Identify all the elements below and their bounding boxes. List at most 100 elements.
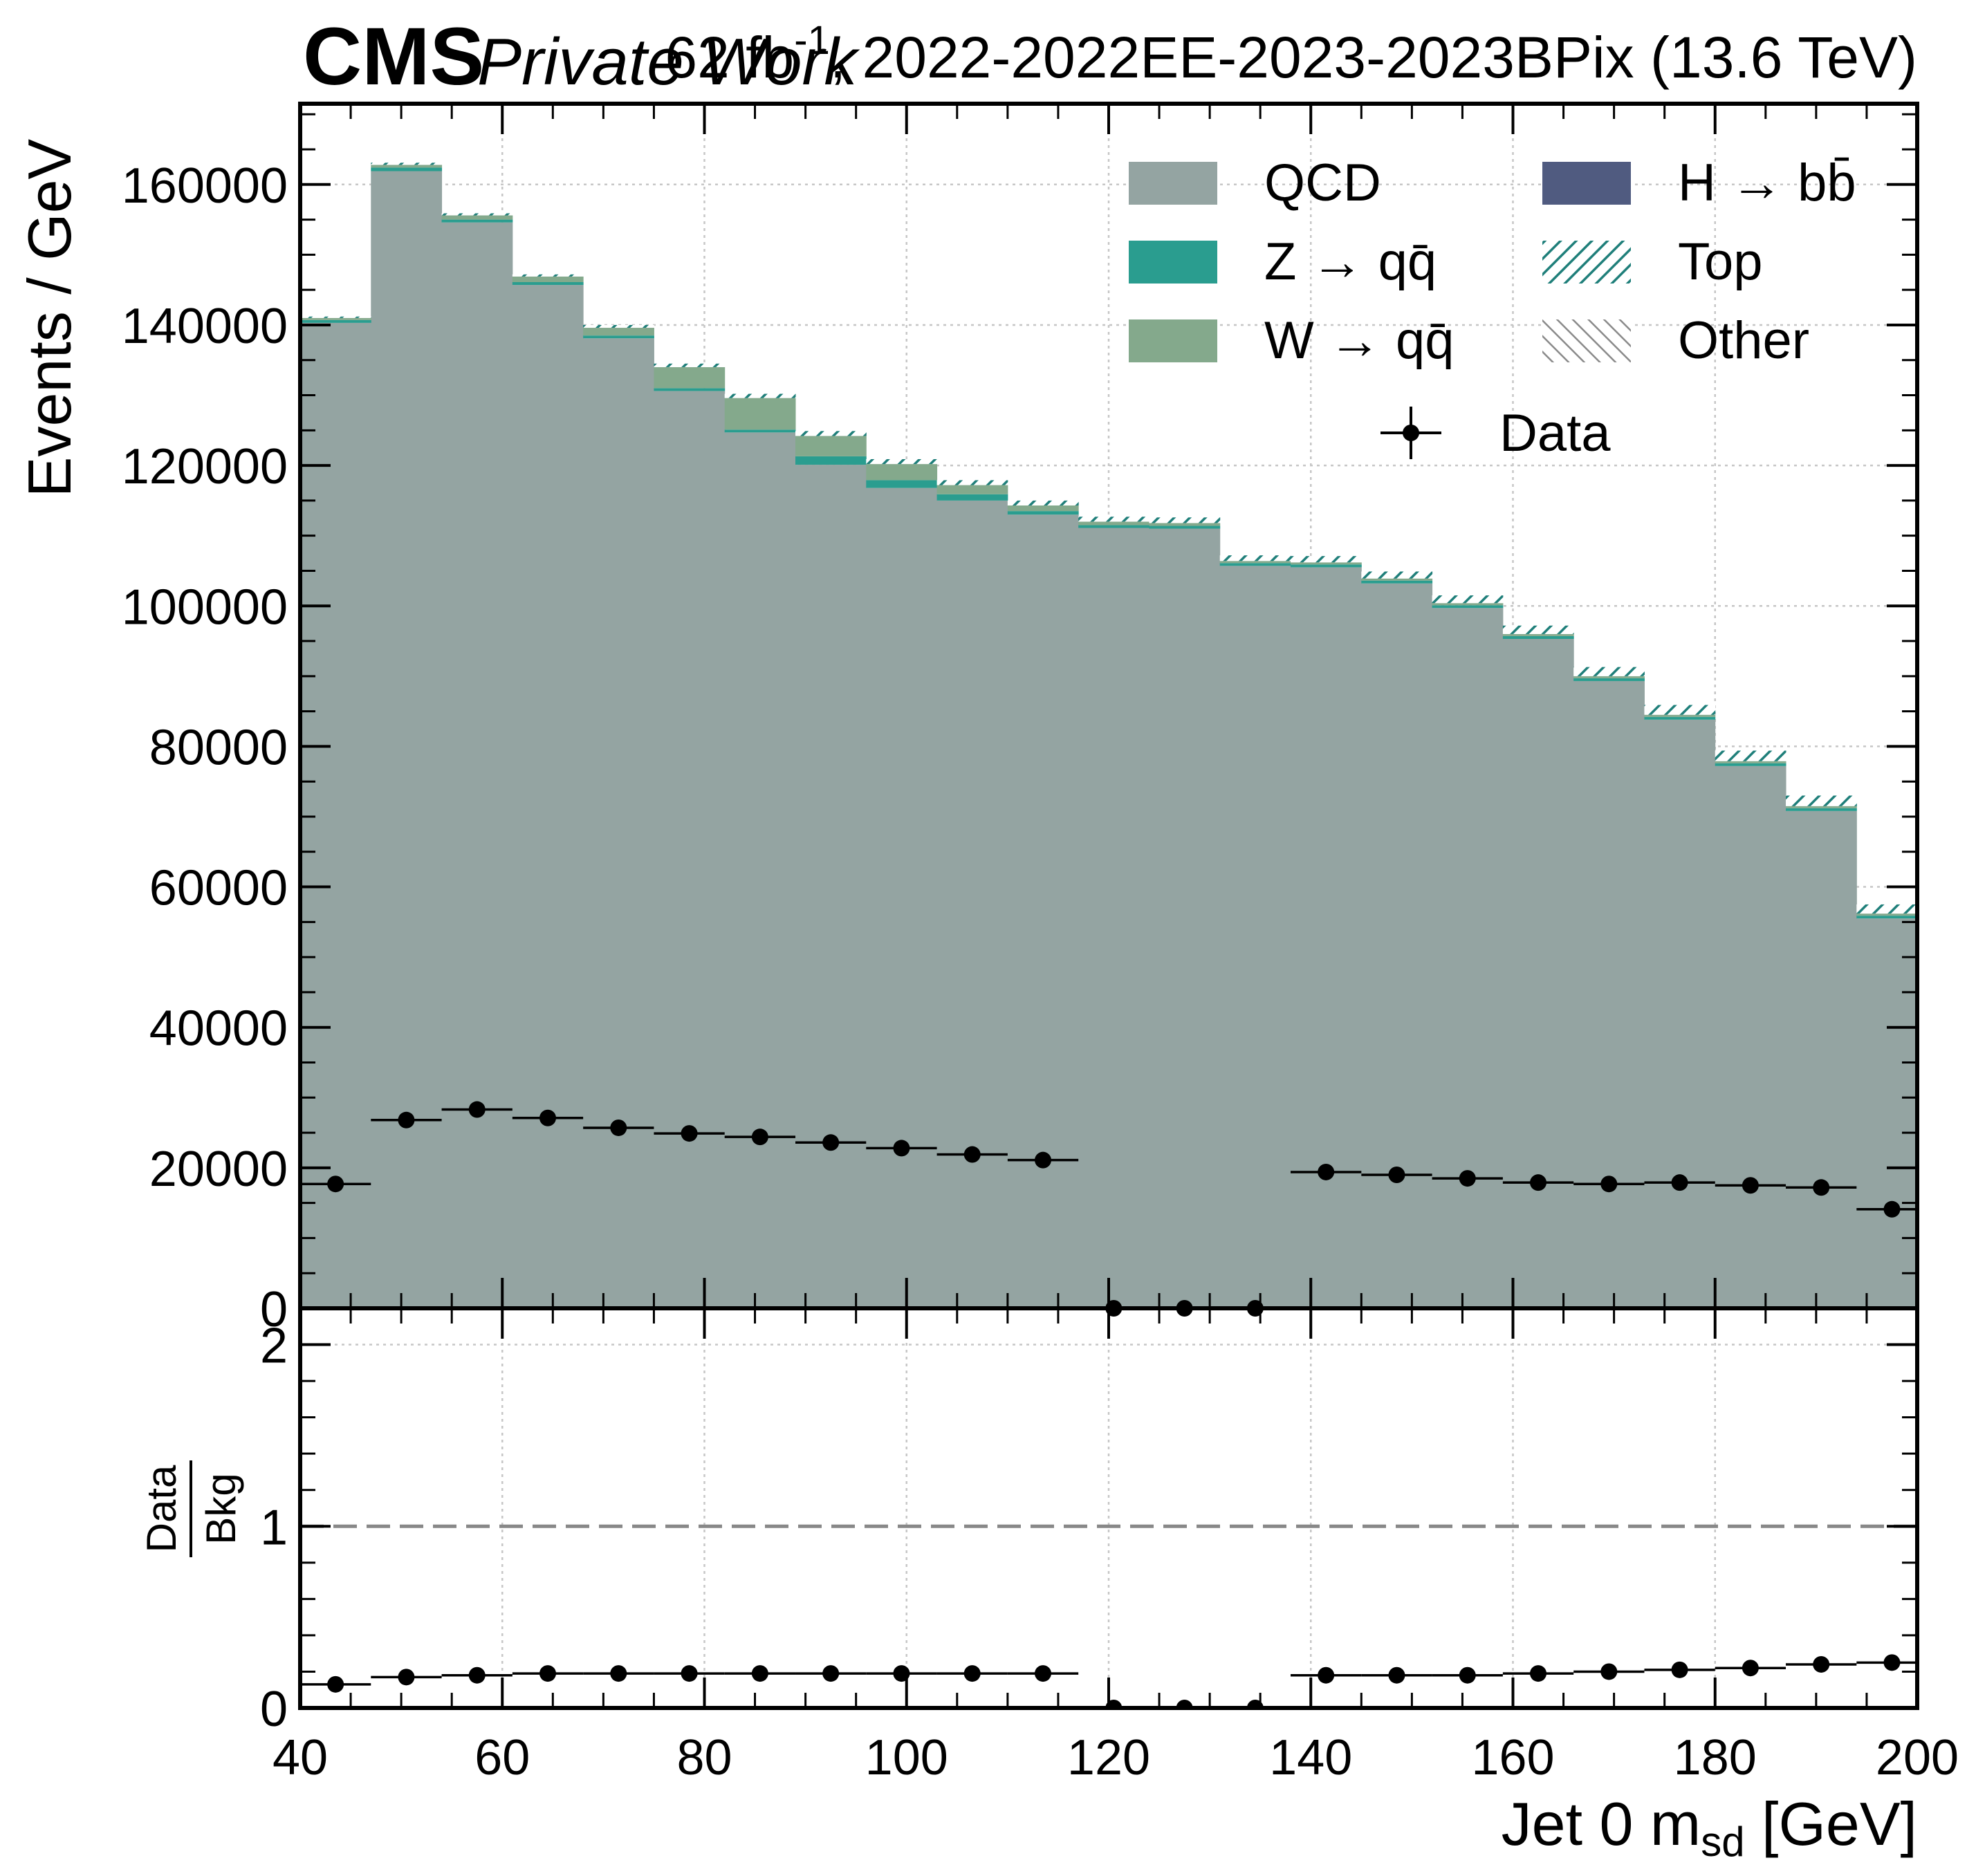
- ratio-point: [468, 1666, 486, 1684]
- data-point: [751, 1129, 768, 1146]
- bar-w-qq: [654, 366, 726, 389]
- bar-w-qq: [371, 165, 443, 168]
- bar-qcd: [1432, 608, 1504, 1308]
- bar-top: [654, 363, 726, 367]
- ratio-y-tick-label: 1: [260, 1500, 288, 1555]
- data-point: [1883, 1200, 1901, 1218]
- bar-z-qq: [371, 167, 443, 171]
- ratio-point: [1459, 1666, 1476, 1684]
- x-tick-label: 100: [865, 1730, 948, 1785]
- bar-z-qq: [724, 429, 796, 433]
- ratio-point: [398, 1669, 415, 1686]
- y-tick-label: 160000: [122, 158, 288, 214]
- data-point: [1742, 1177, 1759, 1194]
- ratio-point: [1035, 1665, 1052, 1682]
- y-axis-title: Events / GeV: [15, 138, 84, 497]
- bar-w-qq: [1291, 562, 1362, 565]
- y-tick-label: 40000: [149, 1001, 288, 1057]
- legend-swatch: [1542, 319, 1631, 362]
- ratio-y-tick-label: 0: [260, 1682, 288, 1737]
- data-point: [327, 1176, 344, 1193]
- ratio-point: [1742, 1660, 1759, 1677]
- ratio-point: [751, 1665, 768, 1682]
- ratio-point: [1530, 1665, 1547, 1682]
- bar-top: [1432, 595, 1504, 604]
- x-tick-label: 80: [676, 1730, 732, 1785]
- bar-w-qq: [1007, 505, 1079, 512]
- legend-swatch: [1542, 162, 1631, 205]
- bar-w-qq: [1078, 521, 1149, 526]
- stacked-histogram: [300, 162, 1917, 1308]
- bar-top: [1786, 795, 1857, 806]
- bar-z-qq: [1007, 511, 1079, 515]
- data-point: [822, 1134, 840, 1151]
- x-axis-title-main: Jet 0 m: [1502, 1790, 1701, 1858]
- data-point: [1318, 1163, 1335, 1180]
- ratio-point: [963, 1665, 981, 1682]
- bar-top: [795, 431, 867, 436]
- bar-qcd: [1149, 528, 1221, 1308]
- bar-top: [441, 213, 513, 216]
- ratio-y-tick-label: 2: [260, 1319, 288, 1374]
- ratio-point: [1813, 1655, 1830, 1673]
- bar-top: [1291, 556, 1362, 563]
- x-tick-label: 200: [1876, 1730, 1959, 1785]
- bar-qcd: [936, 500, 1008, 1308]
- bar-qcd: [795, 465, 867, 1308]
- main-ticks: 0 20000 40000 60000 80000 100000 120000 140000 1…: [122, 104, 1919, 1337]
- y-tick-label: 60000: [149, 861, 288, 916]
- data-point: [398, 1111, 415, 1129]
- data-point: [610, 1119, 627, 1136]
- bar-qcd: [1361, 583, 1433, 1308]
- ratio-frame: [298, 1306, 1919, 1710]
- legend: QCD Z → qq̄ W → qq̄ H → bb̄ Top Other Data: [1129, 154, 1856, 463]
- ratio-points: [300, 1654, 1917, 1708]
- bar-top: [583, 324, 654, 328]
- bar-top: [724, 393, 796, 398]
- ratio-y-numerator: Data: [138, 1465, 185, 1552]
- legend-swatch: [1129, 319, 1217, 362]
- bar-top: [936, 480, 1008, 485]
- bar-w-qq: [1502, 633, 1574, 636]
- ratio-point: [327, 1675, 344, 1693]
- bar-w-qq: [795, 436, 867, 456]
- legend-swatch: [1129, 162, 1217, 205]
- bar-top: [512, 274, 584, 277]
- bar-z-qq: [512, 281, 584, 286]
- cms-label: CMS: [303, 11, 484, 102]
- y-tick-label: 0: [260, 1282, 288, 1337]
- bar-top: [1149, 517, 1221, 523]
- bar-top: [300, 316, 371, 318]
- bar-top: [1007, 500, 1079, 506]
- bar-qcd: [654, 391, 726, 1308]
- bar-z-qq: [1149, 526, 1221, 529]
- data-point: [1813, 1179, 1830, 1196]
- bar-top: [371, 162, 443, 165]
- x-axis-title: Jet 0 msd [GeV]: [1502, 1790, 1917, 1865]
- bar-qcd: [1219, 566, 1291, 1308]
- bar-z-qq: [1432, 605, 1504, 609]
- y-tick-label: 120000: [122, 439, 288, 494]
- bar-w-qq: [1786, 806, 1857, 808]
- bar-w-qq: [300, 317, 371, 320]
- legend-swatch: [1542, 241, 1631, 284]
- legend-label: Other: [1678, 311, 1809, 370]
- bar-top: [1361, 571, 1433, 579]
- ratio-point: [610, 1665, 627, 1682]
- legend-label: QCD: [1264, 154, 1381, 212]
- bar-z-qq: [1078, 525, 1149, 528]
- bar-w-qq: [1715, 761, 1786, 763]
- ratio-ticks: 40 60 80 100 120 140 160 180 200 0 1 2: [260, 1307, 1959, 1785]
- data-point: [1530, 1174, 1547, 1191]
- bar-z-qq: [654, 388, 726, 391]
- ratio-y-denominator: Bkg: [198, 1473, 244, 1544]
- data-point: [681, 1125, 698, 1142]
- bar-z-qq: [583, 335, 654, 339]
- legend-label: Z → qq̄: [1264, 232, 1437, 291]
- legend-label: W → qq̄: [1264, 311, 1455, 370]
- bar-top: [1715, 750, 1786, 761]
- bar-qcd: [300, 322, 371, 1308]
- bar-qcd: [1291, 567, 1362, 1308]
- x-tick-label: 120: [1067, 1730, 1150, 1785]
